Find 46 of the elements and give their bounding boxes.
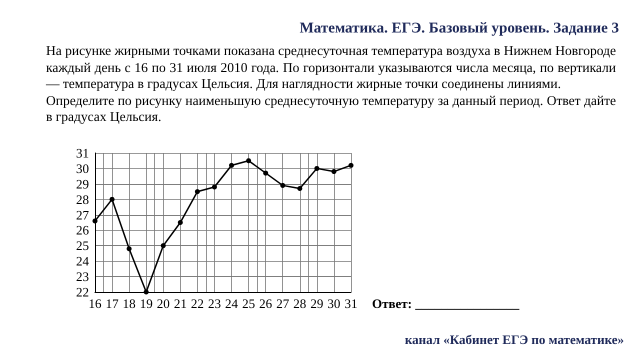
y-tick-label: 30 bbox=[76, 160, 89, 176]
x-tick-label: 21 bbox=[174, 296, 187, 311]
y-tick-label: 24 bbox=[76, 254, 90, 269]
y-tick-label: 23 bbox=[76, 269, 89, 284]
point bbox=[110, 196, 115, 202]
point bbox=[178, 220, 183, 225]
x-tick-label: 22 bbox=[190, 296, 204, 311]
y-tick-label: 28 bbox=[76, 192, 89, 207]
text: канал «Кабинет ЕГЭ по математике» bbox=[404, 332, 624, 347]
x-tick-label: 29 bbox=[310, 296, 324, 311]
x-tick-label: 26 bbox=[259, 296, 273, 311]
y-tick-label: 26 bbox=[76, 222, 90, 238]
y-tick-label: 29 bbox=[76, 176, 89, 192]
x-tick-label: 19 bbox=[140, 296, 153, 311]
point bbox=[314, 166, 320, 171]
y-tick-label: 22 bbox=[76, 284, 89, 300]
point bbox=[160, 243, 166, 248]
y-tick-label: 31 bbox=[76, 146, 89, 160]
point bbox=[144, 290, 149, 294]
x-tick-label: 23 bbox=[208, 296, 221, 311]
point bbox=[229, 162, 234, 168]
x-tick-label: 24 bbox=[225, 296, 239, 311]
point bbox=[348, 162, 354, 168]
point bbox=[212, 184, 217, 190]
point bbox=[280, 182, 286, 188]
x-tick-label: 28 bbox=[293, 296, 306, 311]
point bbox=[331, 169, 336, 174]
x-tick-label: 16 bbox=[88, 296, 102, 311]
text: Математика. ЕГЭ. Базовый уровень. Задание 3 bbox=[300, 20, 619, 36]
point bbox=[246, 158, 252, 164]
text: Ответ: ________________ bbox=[372, 296, 520, 311]
chart-subtitle: На рисунке жирными точками показана среднесуточная температура воздуха в Нижнем Новгороде каждый день с 16 по 31 июля 2010 года. По горизонтали указываются числа месяца, по вертикали — температура в градусах Цельсия. Для наглядности жирные точки соединены линиями. Определите по рисунку наименьшую среднесуточную температуру за данный период. Ответ дайте в градусах Цельсия. bbox=[46, 43, 616, 126]
point bbox=[297, 186, 302, 192]
x-tick-label: 20 bbox=[156, 296, 170, 311]
point bbox=[194, 189, 200, 194]
x-tick-label: 25 bbox=[242, 296, 256, 311]
y-tick-label: 25 bbox=[76, 238, 89, 254]
point bbox=[263, 170, 268, 176]
point bbox=[126, 246, 132, 252]
x-tick-label: 18 bbox=[122, 296, 136, 311]
x-tick-label: 17 bbox=[106, 296, 120, 311]
x-tick-label: 27 bbox=[276, 296, 290, 311]
x-tick-label: 31 bbox=[344, 296, 358, 311]
point bbox=[92, 218, 98, 224]
x-tick-label: 30 bbox=[327, 296, 340, 311]
y-tick-label: 27 bbox=[76, 207, 90, 222]
